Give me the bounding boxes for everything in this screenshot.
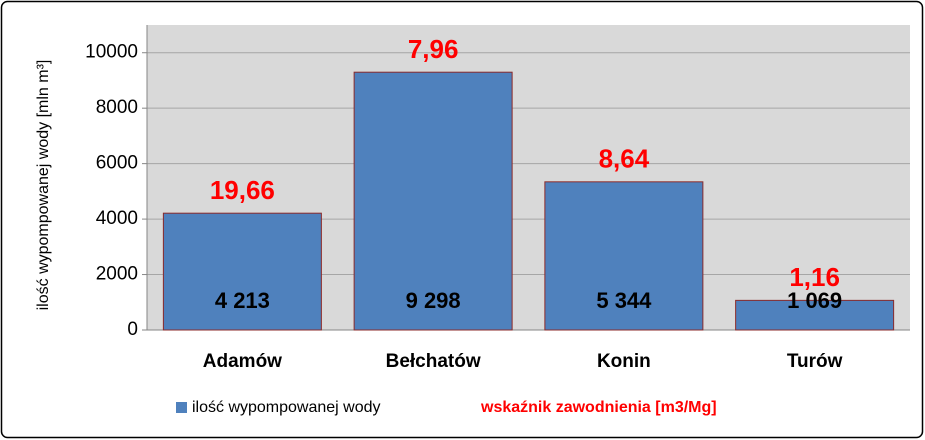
x-tick-label: Adamów [203,351,282,372]
legend-label: wskaźnik zawodnienia [m3/Mg] [480,399,717,416]
y-tick-label: 8000 [96,97,138,118]
bar [544,181,704,331]
bar [353,71,513,331]
x-tick-label: Turów [787,351,843,372]
legend-label: ilość wypompowanej wody [192,399,381,416]
x-tick-label: Konin [597,351,651,372]
y-axis-label: ilość wypompowanej wody [mln m³] [35,60,52,311]
bar-value-label: 5 344 [596,288,652,313]
indicator-label: 8,64 [599,144,650,174]
indicator-label: 19,66 [210,175,275,205]
y-tick-label: 0 [127,319,138,340]
bar [162,212,322,331]
indicator-label: 7,96 [408,34,459,64]
x-tick-label: Bełchatów [386,351,481,372]
bar [735,299,895,331]
y-tick-label: 10000 [85,42,138,63]
y-tick-label: 6000 [96,153,138,174]
indicator-label: 1,16 [789,262,840,292]
y-tick-label: 2000 [96,264,138,285]
legend-swatch [176,402,187,413]
y-tick-label: 4000 [96,208,138,229]
bar-value-label: 9 298 [406,288,461,313]
bar-value-label: 4 213 [215,288,270,313]
bar-value-label: 1 069 [787,288,842,313]
